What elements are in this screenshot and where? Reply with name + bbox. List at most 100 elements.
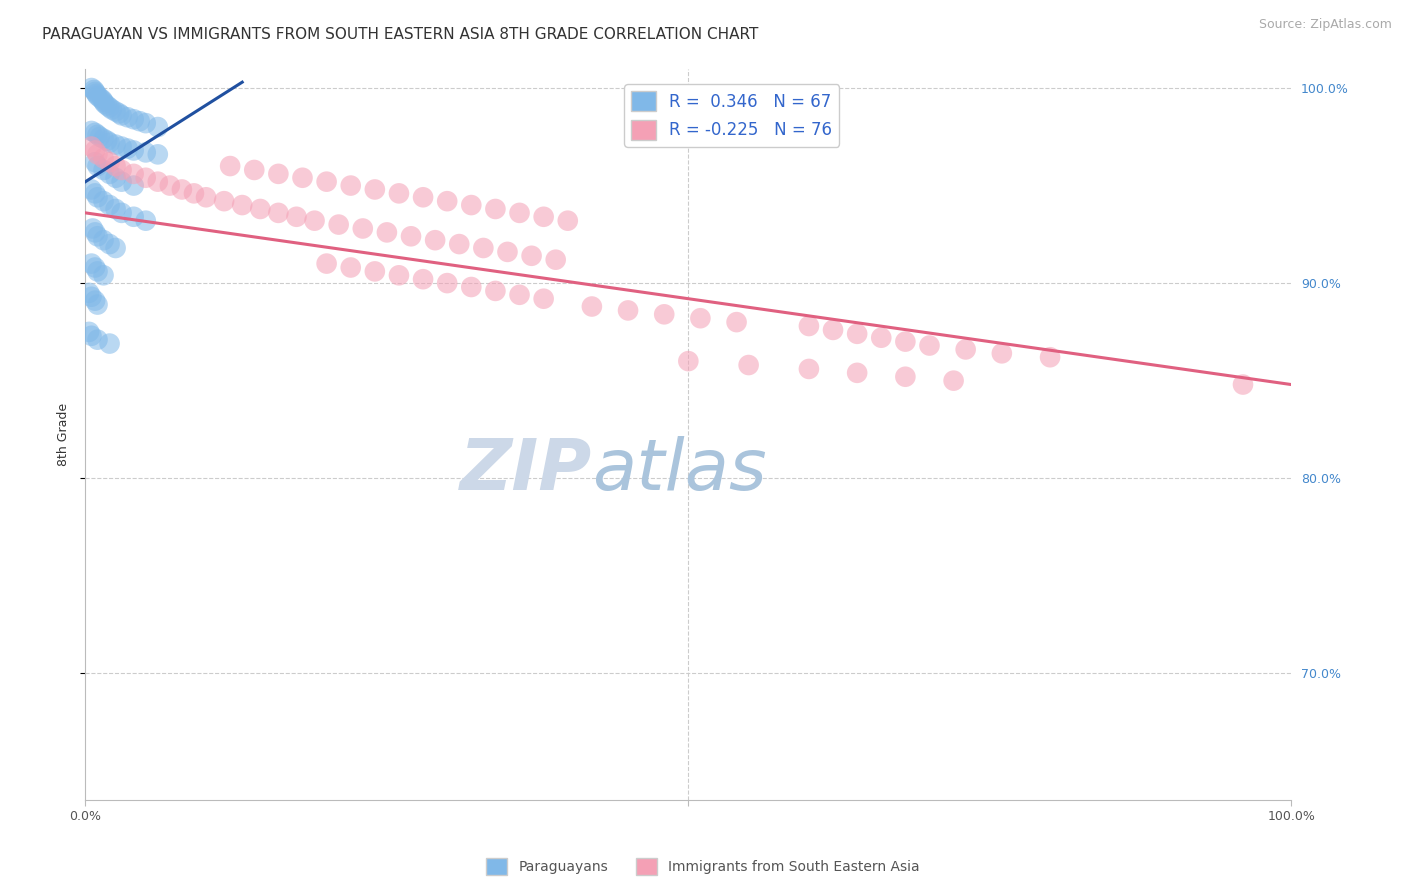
- Point: [84, 126, 107, 140]
- Point: [96, 98, 118, 112]
- Point: [104, 104, 127, 119]
- Point: [581, 300, 603, 314]
- Point: [304, 213, 326, 227]
- Point: [496, 244, 519, 259]
- Point: [89, 91, 111, 105]
- Point: [388, 186, 411, 201]
- Point: [449, 237, 471, 252]
- Point: [77, 285, 100, 300]
- Point: [111, 163, 134, 178]
- Point: [135, 116, 157, 130]
- Point: [122, 144, 145, 158]
- Legend: R =  0.346   N = 67, R = -0.225   N = 76: R = 0.346 N = 67, R = -0.225 N = 76: [624, 84, 839, 146]
- Point: [291, 170, 314, 185]
- Point: [870, 331, 893, 345]
- Point: [231, 198, 253, 212]
- Point: [364, 182, 387, 196]
- Point: [1232, 377, 1254, 392]
- Point: [86, 128, 108, 142]
- Point: [94, 96, 117, 111]
- Point: [285, 210, 308, 224]
- Point: [846, 366, 869, 380]
- Point: [93, 163, 115, 178]
- Point: [942, 374, 965, 388]
- Point: [77, 325, 100, 339]
- Point: [122, 210, 145, 224]
- Point: [128, 114, 150, 128]
- Point: [80, 81, 103, 95]
- Point: [520, 249, 543, 263]
- Point: [84, 85, 107, 99]
- Text: ZIP: ZIP: [460, 436, 592, 506]
- Point: [267, 206, 290, 220]
- Point: [557, 213, 579, 227]
- Point: [80, 124, 103, 138]
- Point: [195, 190, 218, 204]
- Point: [509, 288, 531, 302]
- Point: [104, 202, 127, 216]
- Point: [117, 110, 139, 124]
- Point: [98, 101, 121, 115]
- Point: [544, 252, 567, 267]
- Point: [159, 178, 181, 193]
- Point: [98, 155, 121, 169]
- Point: [339, 260, 361, 275]
- Point: [83, 83, 105, 97]
- Point: [93, 233, 115, 247]
- Point: [918, 338, 941, 352]
- Point: [328, 218, 350, 232]
- Point: [484, 284, 506, 298]
- Point: [98, 237, 121, 252]
- Text: Source: ZipAtlas.com: Source: ZipAtlas.com: [1258, 18, 1392, 31]
- Point: [111, 108, 134, 122]
- Y-axis label: 8th Grade: 8th Grade: [58, 402, 70, 466]
- Point: [93, 151, 115, 165]
- Point: [84, 260, 107, 275]
- Point: [80, 257, 103, 271]
- Point: [183, 186, 205, 201]
- Point: [243, 163, 266, 178]
- Text: atlas: atlas: [592, 436, 766, 506]
- Point: [737, 358, 759, 372]
- Point: [135, 213, 157, 227]
- Point: [80, 328, 103, 343]
- Point: [111, 175, 134, 189]
- Point: [80, 290, 103, 304]
- Point: [267, 167, 290, 181]
- Point: [91, 93, 114, 107]
- Point: [460, 280, 482, 294]
- Point: [84, 155, 107, 169]
- Point: [111, 139, 134, 153]
- Point: [84, 87, 107, 101]
- Point: [652, 307, 675, 321]
- Point: [101, 103, 124, 117]
- Point: [388, 268, 411, 283]
- Point: [249, 202, 271, 216]
- Point: [86, 159, 108, 173]
- Point: [117, 141, 139, 155]
- Point: [93, 132, 115, 146]
- Point: [509, 206, 531, 220]
- Point: [460, 198, 482, 212]
- Point: [846, 326, 869, 341]
- Point: [1039, 350, 1062, 364]
- Point: [170, 182, 193, 196]
- Legend: Paraguayans, Immigrants from South Eastern Asia: Paraguayans, Immigrants from South Easte…: [481, 853, 925, 880]
- Point: [146, 175, 169, 189]
- Point: [821, 323, 844, 337]
- Point: [436, 276, 458, 290]
- Point: [111, 206, 134, 220]
- Point: [412, 272, 434, 286]
- Point: [86, 333, 108, 347]
- Point: [93, 268, 115, 283]
- Point: [82, 221, 104, 235]
- Point: [146, 147, 169, 161]
- Point: [894, 369, 917, 384]
- Point: [86, 264, 108, 278]
- Point: [84, 186, 107, 201]
- Point: [86, 147, 108, 161]
- Point: [122, 112, 145, 127]
- Point: [98, 167, 121, 181]
- Point: [84, 293, 107, 308]
- Point: [104, 137, 127, 152]
